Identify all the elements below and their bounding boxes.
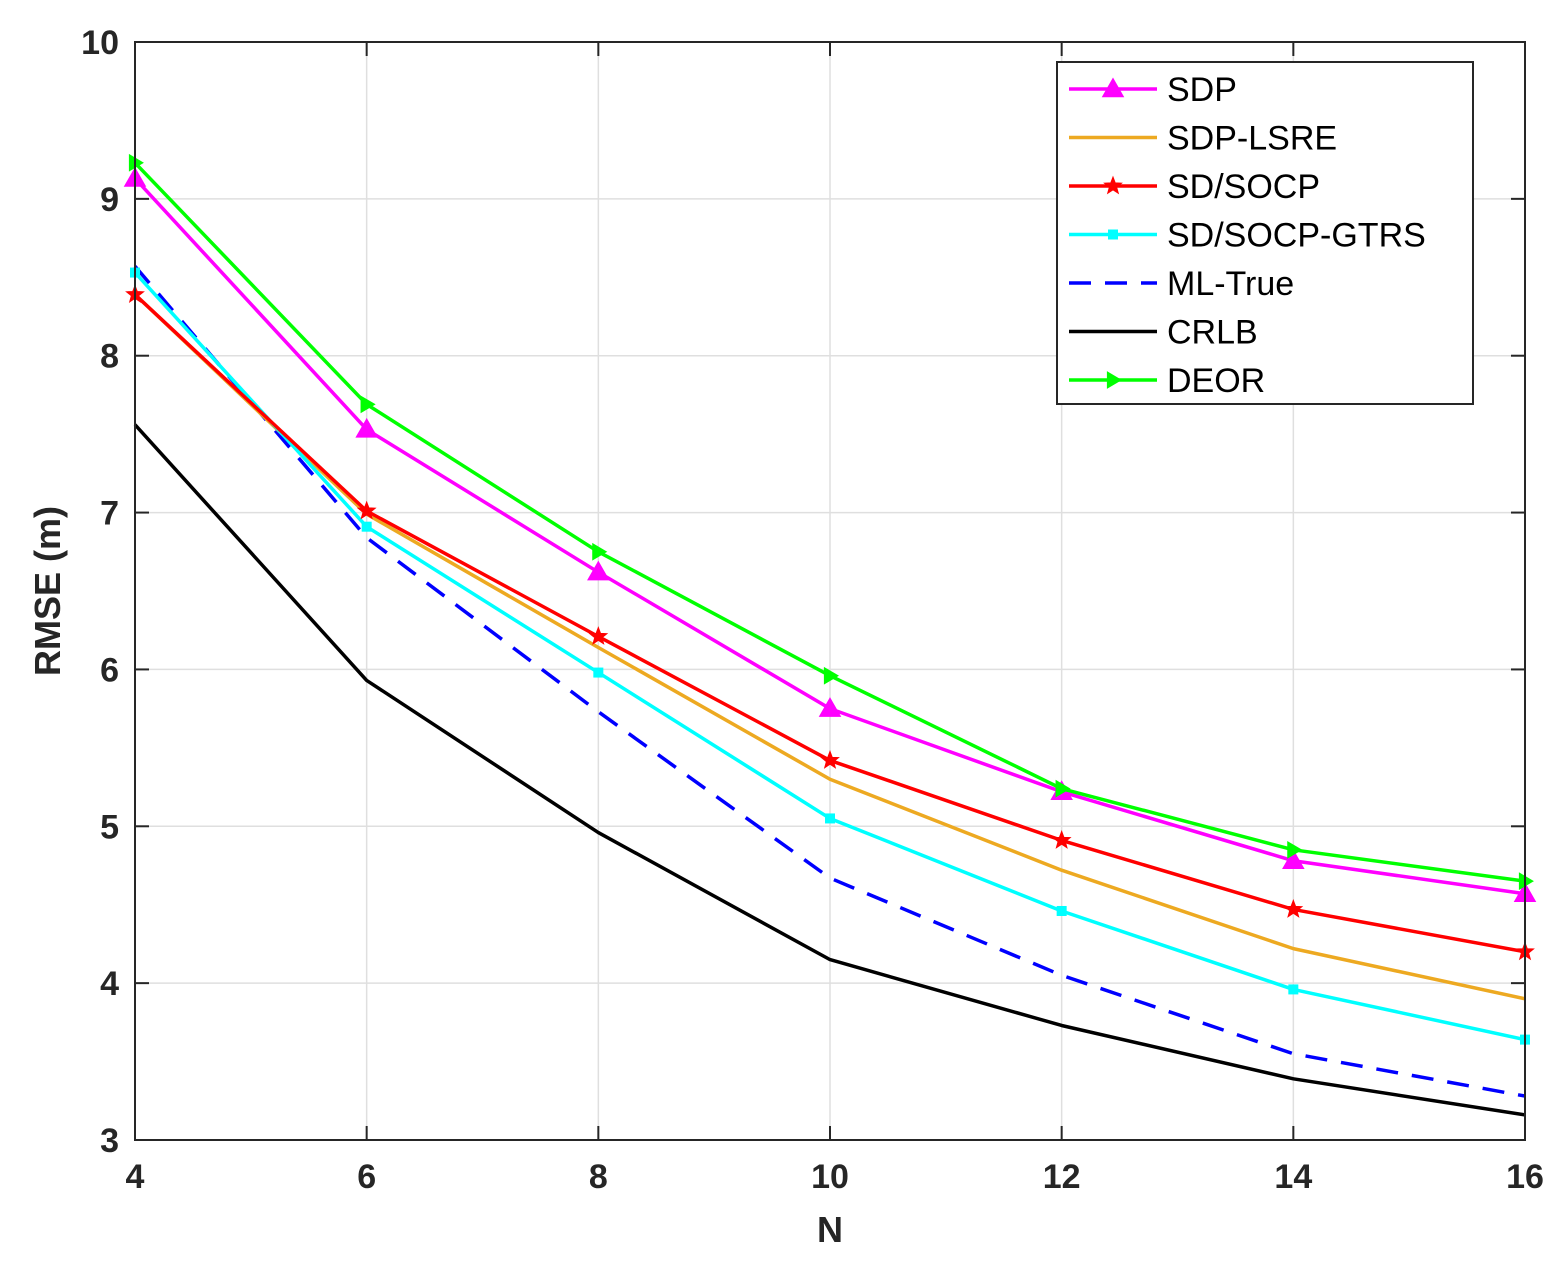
y-tick-label: 9 — [100, 181, 119, 219]
legend-item-sdp-lsre: SDP-LSRE — [1069, 120, 1337, 158]
x-tick-label: 10 — [811, 1158, 849, 1196]
legend-item-sd-socp: SD/SOCP — [1069, 168, 1320, 206]
legend-label: SDP — [1167, 71, 1237, 109]
data-point-deor — [823, 666, 839, 685]
legend-item-deor: DEOR — [1069, 362, 1265, 400]
series-line-crlb — [133, 423, 1526, 1117]
y-tick-label: 8 — [100, 338, 119, 376]
data-point-sd-socp — [356, 500, 377, 520]
legend-label: SD/SOCP — [1167, 168, 1320, 206]
data-point-deor — [1287, 840, 1303, 859]
y-axis-label: RMSE (m) — [27, 506, 68, 676]
data-point-sdp — [818, 697, 842, 717]
legend-item-crlb: CRLB — [1069, 314, 1258, 352]
legend-label: DEOR — [1167, 362, 1265, 400]
data-point-sd-socp-gtrs — [1056, 905, 1067, 916]
legend-item-sdp: SDP — [1069, 71, 1237, 109]
data-point-sdp — [587, 560, 610, 581]
data-point-sd-socp-gtrs — [361, 521, 372, 532]
data-point-deor — [128, 153, 144, 172]
data-point-sd-socp — [820, 749, 840, 769]
x-tick-label: 16 — [1506, 1158, 1544, 1196]
data-point-sdp — [355, 417, 378, 438]
series-deor — [128, 153, 1534, 891]
legend-label: ML-True — [1167, 265, 1294, 303]
legend-marker — [1101, 77, 1125, 98]
y-tick-label: 6 — [100, 651, 119, 689]
x-tick-label: 14 — [1274, 1158, 1312, 1196]
legend-marker — [1103, 175, 1123, 195]
legend-label: SDP-LSRE — [1167, 120, 1337, 158]
x-axis-label: N — [817, 1209, 843, 1250]
legend-item-ml-true: ML-True — [1069, 265, 1294, 303]
data-point-deor — [1055, 779, 1071, 798]
x-tick-label: 12 — [1043, 1158, 1081, 1196]
legend-label: CRLB — [1167, 314, 1258, 352]
y-tick-label: 4 — [100, 965, 119, 1003]
legend-label: SD/SOCP-GTRS — [1167, 217, 1426, 255]
y-tick-label: 3 — [100, 1122, 119, 1160]
data-point-deor — [360, 395, 376, 414]
data-point-sd-socp-gtrs — [593, 667, 604, 678]
series-crlb — [133, 423, 1526, 1117]
legend-marker — [1106, 371, 1122, 389]
y-tick-label: 7 — [100, 495, 119, 533]
y-tick-label: 5 — [100, 808, 119, 846]
x-tick-label: 8 — [589, 1158, 608, 1196]
x-tick-label: 4 — [126, 1158, 145, 1196]
legend: SDP SDP-LSRE SD/SOCP SD/SOCP-GTRS ML-True CRL… — [1056, 61, 1474, 405]
data-point-deor — [592, 542, 608, 561]
data-point-sd-socp-gtrs — [825, 813, 835, 824]
legend-marker — [1108, 229, 1118, 240]
series-layer — [123, 153, 1537, 1117]
x-tick-label: 6 — [357, 1158, 376, 1196]
data-point-sd-socp — [1283, 899, 1304, 918]
y-tick-label: 10 — [81, 24, 119, 62]
data-point-sd-socp-gtrs — [1288, 984, 1299, 995]
data-point-deor — [1518, 872, 1534, 891]
data-point-sd-socp — [588, 626, 609, 645]
legend-item-sd-socp-gtrs: SD/SOCP-GTRS — [1069, 217, 1426, 255]
data-point-sdp — [1282, 849, 1305, 870]
data-point-sd-socp — [1051, 829, 1072, 849]
